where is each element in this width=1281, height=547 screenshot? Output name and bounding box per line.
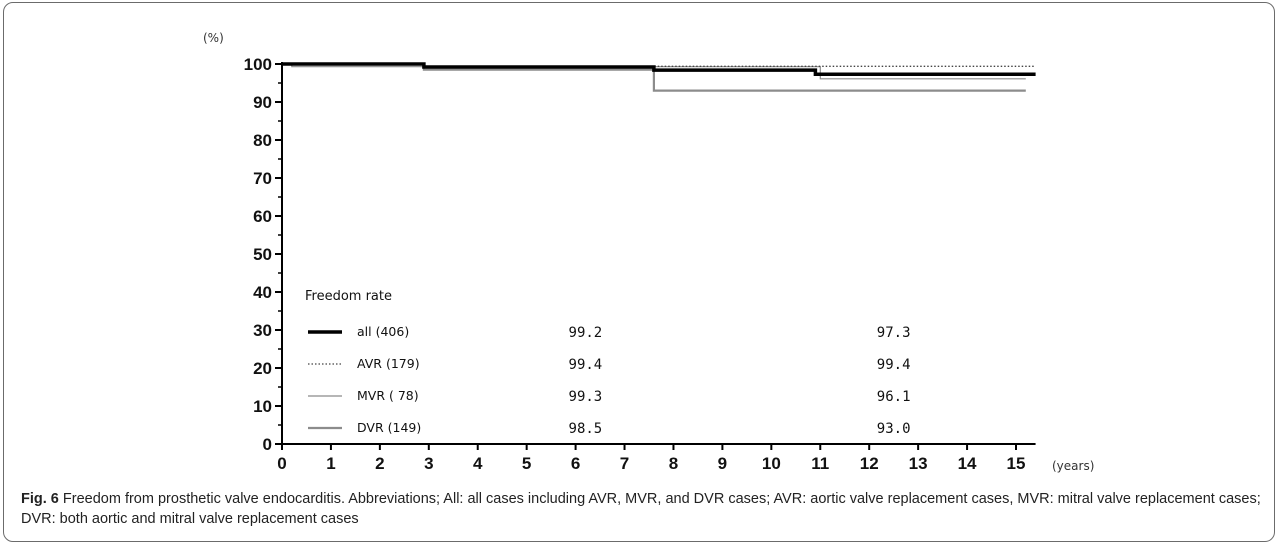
caption-label: Fig. 6 [21, 491, 59, 507]
x-tick-label: 7 [620, 454, 629, 473]
legend-label-all: all (406) [357, 324, 409, 339]
y-tick-label: 70 [253, 169, 272, 188]
legend-label-MVR: MVR ( 78) [357, 388, 419, 403]
y-tick-label: 20 [253, 359, 272, 378]
legend-value-DVR: 98.5 [569, 421, 603, 437]
x-tick-label: 5 [522, 454, 531, 473]
x-tick-label: 2 [375, 454, 384, 473]
series-line-all [282, 64, 1036, 74]
x-tick-label: 8 [669, 454, 678, 473]
y-tick-label: 90 [253, 93, 272, 112]
y-tick-label: 100 [244, 55, 272, 74]
y-tick-label: 30 [253, 321, 272, 340]
x-tick-label: 0 [277, 454, 286, 473]
y-tick-label: 50 [253, 245, 272, 264]
y-tick-label: 60 [253, 207, 272, 226]
x-tick-label: 3 [424, 454, 433, 473]
legend-value-MVR: 96.1 [877, 389, 911, 405]
figure-caption: Fig. 6 Freedom from prosthetic valve end… [21, 490, 1266, 529]
legend-title: Freedom rate [305, 289, 392, 304]
legend-value-all: 99.2 [569, 325, 603, 341]
legend-value-AVR: 99.4 [569, 357, 603, 373]
y-tick-label: 0 [263, 435, 272, 454]
x-tick-label: 13 [909, 454, 928, 473]
legend-value-MVR: 99.3 [569, 389, 603, 405]
y-unit-label: (%) [203, 31, 224, 45]
legend-value-DVR: 93.0 [877, 421, 911, 437]
legend-label-DVR: DVR (149) [357, 420, 421, 435]
x-tick-label: 11 [811, 454, 829, 473]
x-tick-label: 9 [718, 454, 727, 473]
legend-label-AVR: AVR (179) [357, 356, 420, 371]
x-tick-label: 10 [762, 454, 781, 473]
x-tick-label: 6 [571, 454, 580, 473]
x-tick-label: 14 [958, 454, 977, 473]
caption-text: Freedom from prosthetic valve endocardit… [21, 491, 1261, 527]
x-tick-label: 12 [860, 454, 879, 473]
x-unit-label: (years) [1052, 459, 1094, 473]
legend-value-all: 97.3 [877, 325, 911, 341]
y-tick-label: 80 [253, 131, 272, 150]
y-tick-label: 10 [253, 397, 272, 416]
x-tick-label: 15 [1007, 454, 1026, 473]
legend-value-AVR: 99.4 [877, 357, 911, 373]
x-tick-label: 4 [473, 454, 483, 473]
x-tick-label: 1 [326, 454, 335, 473]
y-tick-label: 40 [253, 283, 272, 302]
